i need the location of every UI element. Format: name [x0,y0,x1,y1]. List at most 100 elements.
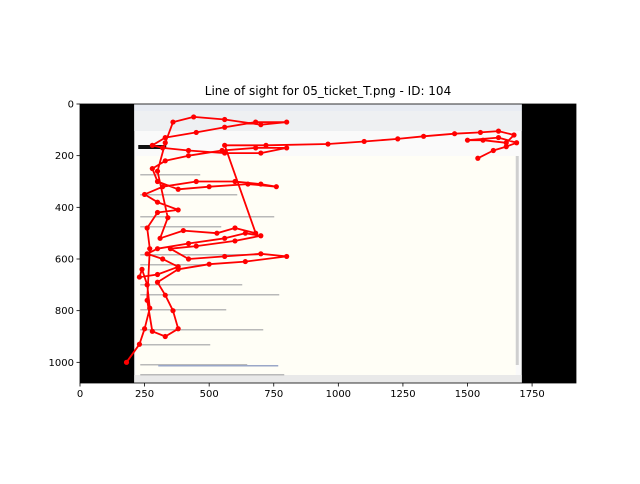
gaze-point [144,251,150,257]
gaze-point [154,168,161,174]
gaze-point [258,150,264,156]
email-text-line [140,226,222,228]
gaze-point [242,258,248,265]
gaze-point [495,128,502,134]
gaze-point [222,116,228,123]
gaze-point [162,134,168,141]
gaze-point [193,178,199,185]
gaze-point [258,122,264,128]
gaze-point [162,140,168,146]
email-footer-line [158,365,279,367]
email-text-line [140,216,275,218]
gaze-point [258,181,264,187]
gaze-point [242,230,248,236]
gaze-point [222,124,228,130]
gaze-point [149,142,155,148]
gaze-point [149,328,155,334]
gaze-point [258,251,264,257]
gaze-point [222,150,228,156]
gaze-point [325,141,331,147]
email-text-line [140,284,243,286]
gaze-point [193,129,199,136]
email-text-line [140,344,211,346]
gaze-point [495,134,502,141]
gaze-path-series [123,114,520,365]
gaze-point [144,282,150,288]
gaze-point [503,140,509,146]
email-text-line [140,364,248,366]
email-text-line [140,194,238,196]
gaze-point [162,292,168,298]
y-tick-label: 200 [55,151,74,162]
gaze-point [141,191,148,198]
gaze-point [154,209,161,216]
x-tick-label: 1000 [326,389,351,400]
x-tick-label: 1750 [519,389,544,400]
gaze-point [284,253,290,260]
gaze-point [147,246,153,252]
gaze-point [464,137,471,143]
gaze-point [253,145,259,151]
gaze-point [185,240,192,247]
gaze-point [263,142,269,148]
gaze-point [149,165,155,172]
email-text-line [140,254,259,256]
gaze-point [222,235,228,241]
gaze-point [144,297,150,303]
gaze-point [451,131,458,137]
gaze-point [232,178,238,185]
gaze-point [154,199,161,205]
gaze-point [160,145,166,151]
x-tick-label: 500 [200,389,219,400]
email-header-area [134,111,522,131]
gaze-point [420,133,427,139]
gaze-point [258,233,264,239]
gaze-point [141,326,148,332]
gaze-point [185,256,192,262]
email-titlebar [134,104,522,111]
gaze-point [144,225,150,231]
gaze-point [157,235,163,241]
axes: 0 250 500 750 1000 1250 1500 1750 0 200 400 600 800 1… [49,100,577,400]
gaze-point [273,184,279,190]
x-tick-label: 1250 [390,389,415,400]
gaze-point [477,129,484,136]
x-tick-label: 1500 [455,389,480,400]
gaze-point [214,230,220,236]
gaze-point [175,266,181,272]
y-tick-label: 1000 [49,358,74,369]
email-text-line [140,174,201,176]
gaze-point [123,359,130,365]
email-scrollbar [515,156,519,365]
gaze-point [160,256,166,262]
gaze-point [253,119,259,125]
gaze-point [170,119,176,125]
gaze-point [147,305,153,311]
gaze-point [193,243,199,249]
gaze-point [511,132,517,138]
gaze-point [191,114,197,120]
email-text-line [140,294,280,296]
gaze-point [253,230,259,236]
email-text-line [140,309,227,311]
gaze-point [284,145,290,151]
x-tick-label: 250 [135,389,154,400]
gaze-point [154,246,161,252]
gaze-point [162,333,168,340]
gaze-point [206,184,212,190]
x-tick-label: 0 [77,389,83,400]
gaze-point [136,341,143,347]
gaze-point [139,266,145,272]
email-statusbar [134,375,522,383]
gaze-point [162,158,168,164]
gaze-point [154,178,161,185]
gaze-point [475,155,481,161]
gaze-point [165,215,171,221]
gaze-point [503,144,509,150]
y-tick-label: 800 [55,306,74,317]
gaze-point [245,181,251,187]
chart-title: Line of sight for 05_ticket_T.png - ID: … [205,84,451,98]
x-tick-label: 750 [264,389,283,400]
gaze-point [175,186,181,192]
